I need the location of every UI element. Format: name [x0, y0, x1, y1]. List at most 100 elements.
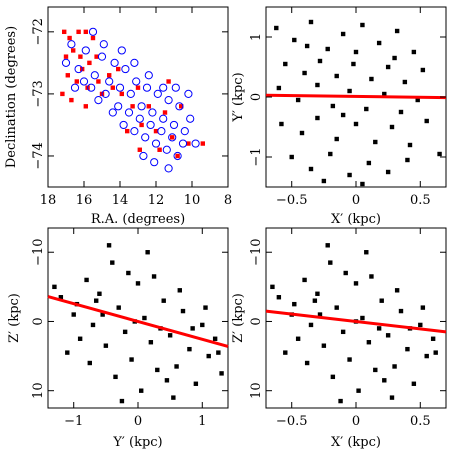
data-point: [137, 102, 146, 111]
data-point: [283, 61, 288, 67]
data-point: [418, 322, 423, 328]
y-tick-label: −10: [249, 239, 264, 266]
data-point: [411, 49, 417, 55]
data-point: [295, 97, 301, 103]
data-point: [353, 121, 359, 127]
data-point: [63, 54, 69, 59]
data-point: [76, 29, 81, 35]
data-point: [97, 291, 102, 296]
data-point: [347, 357, 352, 362]
x-axis-label: Y′ (kpc): [112, 435, 162, 450]
data-point: [353, 49, 359, 55]
data-point: [153, 128, 159, 134]
plot-frame: [265, 227, 447, 409]
data-point: [116, 305, 121, 310]
data-point: [369, 274, 374, 279]
data-point: [308, 322, 314, 328]
y-axis-label: Declination (degrees): [4, 26, 19, 168]
data-point: [94, 96, 103, 105]
data-point: [168, 133, 177, 142]
x-tick-label: 10: [184, 193, 201, 208]
data-point: [187, 346, 192, 352]
fit-line: [265, 309, 447, 334]
data-point: [270, 284, 275, 290]
data-point: [130, 104, 135, 109]
data-point: [373, 139, 378, 145]
data-point: [124, 108, 134, 117]
data-point: [212, 336, 218, 341]
data-point: [385, 169, 391, 175]
x-tick-label: 0: [352, 414, 360, 429]
data-point: [58, 295, 64, 300]
x-tick-label: −0.5: [276, 414, 308, 429]
data-point: [119, 91, 124, 97]
data-point: [402, 79, 408, 85]
x-tick-label: 0: [352, 193, 360, 208]
data-point: [99, 40, 108, 49]
data-point: [364, 106, 369, 112]
data-point: [139, 388, 144, 393]
data-point: [137, 147, 142, 152]
data-point: [146, 120, 155, 130]
data-point: [71, 312, 76, 317]
data-point: [379, 298, 384, 303]
data-point: [430, 336, 436, 341]
data-points: [60, 27, 205, 173]
data-point: [74, 64, 83, 74]
data-point: [121, 64, 130, 74]
data-point: [289, 154, 294, 160]
data-point: [78, 54, 83, 59]
data-point: [166, 79, 171, 84]
data-point: [292, 37, 297, 43]
data-point: [283, 350, 288, 355]
data-point: [142, 315, 147, 321]
data-point: [424, 118, 429, 124]
data-point: [169, 120, 179, 130]
data-points: [52, 243, 224, 404]
data-point: [382, 91, 387, 97]
panel-zprime-vs-xprime: −0.5 0 0.5 −10 0 10 X′ (kpc) Z′ (kpc): [231, 227, 447, 450]
data-point: [90, 71, 99, 80]
data-point: [88, 27, 98, 36]
data-point: [392, 364, 397, 369]
x-tick-label: 12: [148, 193, 165, 208]
data-point: [315, 115, 320, 121]
fit-line: [47, 295, 229, 348]
data-point: [94, 298, 99, 303]
data-point: [351, 61, 356, 67]
data-point: [389, 395, 395, 400]
y-tick-label: 0: [249, 93, 264, 101]
ticks: 18 16 14 12 10 8 −74 −73 −72: [31, 7, 232, 208]
y-tick-label: 10: [31, 382, 46, 399]
fit-line: [265, 93, 447, 100]
data-point: [159, 83, 168, 92]
data-point: [398, 109, 404, 115]
y-axis-label: Y′ (kpc): [231, 72, 246, 122]
data-point: [132, 77, 141, 86]
fit-line: [265, 309, 447, 334]
data-point: [398, 308, 404, 314]
data-point: [411, 381, 417, 386]
data-point: [364, 250, 369, 255]
data-point: [150, 158, 159, 167]
data-point: [356, 388, 361, 393]
data-point: [107, 73, 112, 78]
data-point: [394, 28, 400, 34]
data-point: [330, 374, 336, 380]
data-point: [110, 260, 115, 265]
data-point: [83, 29, 88, 35]
data-point: [161, 298, 166, 303]
y-tick-label: −10: [31, 239, 46, 266]
data-point: [360, 181, 365, 187]
plot-frame: [47, 227, 229, 409]
y-tick-label: 0: [31, 317, 46, 325]
data-point: [317, 312, 323, 317]
data-point: [155, 367, 160, 373]
data-point: [219, 371, 224, 376]
data-point: [70, 83, 80, 92]
panel-yprime-vs-xprime: −0.5 0 0.5 −1 0 1 X′ (kpc) Y′ (kpc): [231, 6, 447, 227]
data-point: [392, 55, 397, 61]
